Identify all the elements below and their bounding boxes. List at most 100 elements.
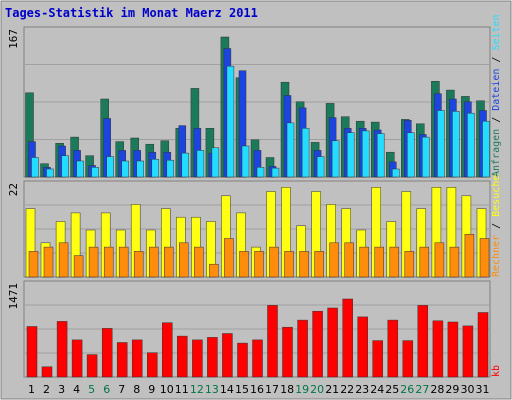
- x-tick-21: 21: [325, 383, 339, 396]
- bar-seiten-18: [286, 122, 295, 178]
- bar-seiten-22: [346, 132, 355, 178]
- bar-kb-3: [56, 321, 68, 378]
- bar-kb-23: [357, 316, 368, 378]
- legend-seiten: Seiten: [491, 14, 502, 50]
- bar-kb-8: [131, 339, 143, 378]
- bar-rechner-6: [103, 246, 114, 278]
- bar-kb-2: [41, 366, 53, 378]
- panel-2: 22 Rechner / Besuche: [7, 175, 502, 278]
- bar-rechner-15: [239, 251, 249, 278]
- bar-seiten-28: [437, 110, 445, 178]
- bar-seiten-9: [151, 159, 160, 178]
- bar-rechner-28: [434, 242, 445, 278]
- legend-separator: /: [491, 111, 502, 129]
- bar-seiten-26: [407, 132, 415, 178]
- x-tick-11: 11: [175, 383, 189, 396]
- bar-seiten-30: [467, 112, 475, 178]
- x-tick-14: 14: [220, 383, 234, 396]
- bar-seiten-5: [91, 167, 99, 178]
- bar-kb-26: [402, 340, 414, 378]
- bar-kb-24: [372, 340, 383, 378]
- bar-kb-22: [342, 298, 353, 378]
- x-tick-5: 5: [88, 383, 95, 396]
- bar-rechner-2: [43, 246, 54, 278]
- bar-rechner-18: [284, 251, 294, 278]
- bar-kb-15: [237, 342, 248, 378]
- bar-rechner-23: [359, 246, 369, 278]
- bar-seiten-23: [361, 130, 370, 178]
- bar-kb-1: [26, 326, 38, 378]
- x-tick-28: 28: [430, 383, 444, 396]
- bar-seiten-20: [316, 156, 325, 178]
- x-tick-1: 1: [28, 383, 35, 396]
- bar-rechner-10: [164, 246, 174, 278]
- bar-kb-17: [267, 305, 278, 378]
- bar-seiten-12: [196, 150, 205, 178]
- bar-seiten-31: [482, 120, 490, 178]
- panel-3: 1471 kb: [7, 280, 502, 378]
- x-tick-30: 30: [461, 383, 475, 396]
- x-tick-7: 7: [118, 383, 125, 396]
- bar-seiten-21: [331, 140, 340, 178]
- legend-1: Anfragen / Dateien / Seiten: [491, 14, 502, 177]
- legend-separator: /: [491, 217, 502, 235]
- bar-rechner-25: [389, 246, 400, 278]
- bar-kb-21: [327, 307, 338, 378]
- panel-1: 167 Anfragen / Dateien / Seiten: [7, 14, 502, 178]
- legend-rechner: Rechner: [491, 235, 502, 277]
- bar-kb-7: [116, 342, 128, 378]
- bar-rechner-14: [224, 238, 234, 278]
- legend-dateien: Dateien: [491, 69, 502, 111]
- bar-seiten-25: [392, 168, 400, 178]
- y-max-label: 1471: [7, 283, 20, 310]
- bar-kb-14: [222, 333, 233, 378]
- legend-anfragen: Anfragen: [491, 129, 502, 177]
- y-max-label: 22: [7, 183, 20, 196]
- bar-rechner-22: [344, 242, 354, 278]
- x-tick-6: 6: [103, 383, 110, 396]
- bar-rechner-11: [179, 242, 189, 278]
- x-tick-2: 2: [43, 383, 50, 396]
- bar-rechner-27: [419, 246, 430, 278]
- x-tick-31: 31: [476, 383, 490, 396]
- bar-seiten-10: [166, 159, 175, 178]
- bar-seiten-2: [46, 168, 54, 178]
- bar-rechner-16: [254, 251, 264, 278]
- x-tick-12: 12: [190, 383, 204, 396]
- x-tick-19: 19: [295, 383, 309, 396]
- bar-seiten-7: [121, 160, 129, 178]
- x-tick-9: 9: [148, 383, 155, 396]
- bar-rechner-26: [404, 251, 415, 278]
- bar-kb-19: [297, 319, 308, 378]
- x-tick-27: 27: [415, 383, 429, 396]
- legend-2: Rechner / Besuche: [491, 175, 502, 277]
- bar-kb-25: [387, 319, 399, 378]
- bar-kb-12: [192, 339, 203, 378]
- bar-rechner-21: [329, 242, 339, 278]
- bar-kb-5: [86, 354, 98, 378]
- bar-seiten-8: [136, 160, 144, 178]
- bar-rechner-30: [464, 234, 475, 278]
- bar-seiten-15: [241, 145, 250, 178]
- bar-rechner-1: [28, 251, 39, 278]
- bar-rechner-31: [479, 238, 490, 278]
- bar-seiten-6: [106, 156, 114, 178]
- x-tick-18: 18: [280, 383, 294, 396]
- x-tick-10: 10: [160, 383, 174, 396]
- x-tick-4: 4: [73, 383, 80, 396]
- y-max-label: 167: [7, 29, 20, 49]
- legend-3: kb: [491, 365, 502, 377]
- bar-seiten-1: [31, 157, 39, 178]
- bar-rechner-5: [88, 246, 99, 278]
- x-tick-26: 26: [400, 383, 414, 396]
- bar-rechner-8: [133, 251, 144, 278]
- bar-kb-30: [462, 325, 474, 378]
- bar-seiten-16: [256, 167, 265, 178]
- bar-seiten-17: [271, 167, 280, 178]
- bar-kb-10: [162, 322, 173, 378]
- bar-seiten-13: [211, 147, 220, 178]
- bar-kb-18: [282, 326, 293, 378]
- bar-seiten-19: [301, 128, 310, 178]
- x-tick-15: 15: [235, 383, 249, 396]
- legend-separator: /: [491, 51, 502, 69]
